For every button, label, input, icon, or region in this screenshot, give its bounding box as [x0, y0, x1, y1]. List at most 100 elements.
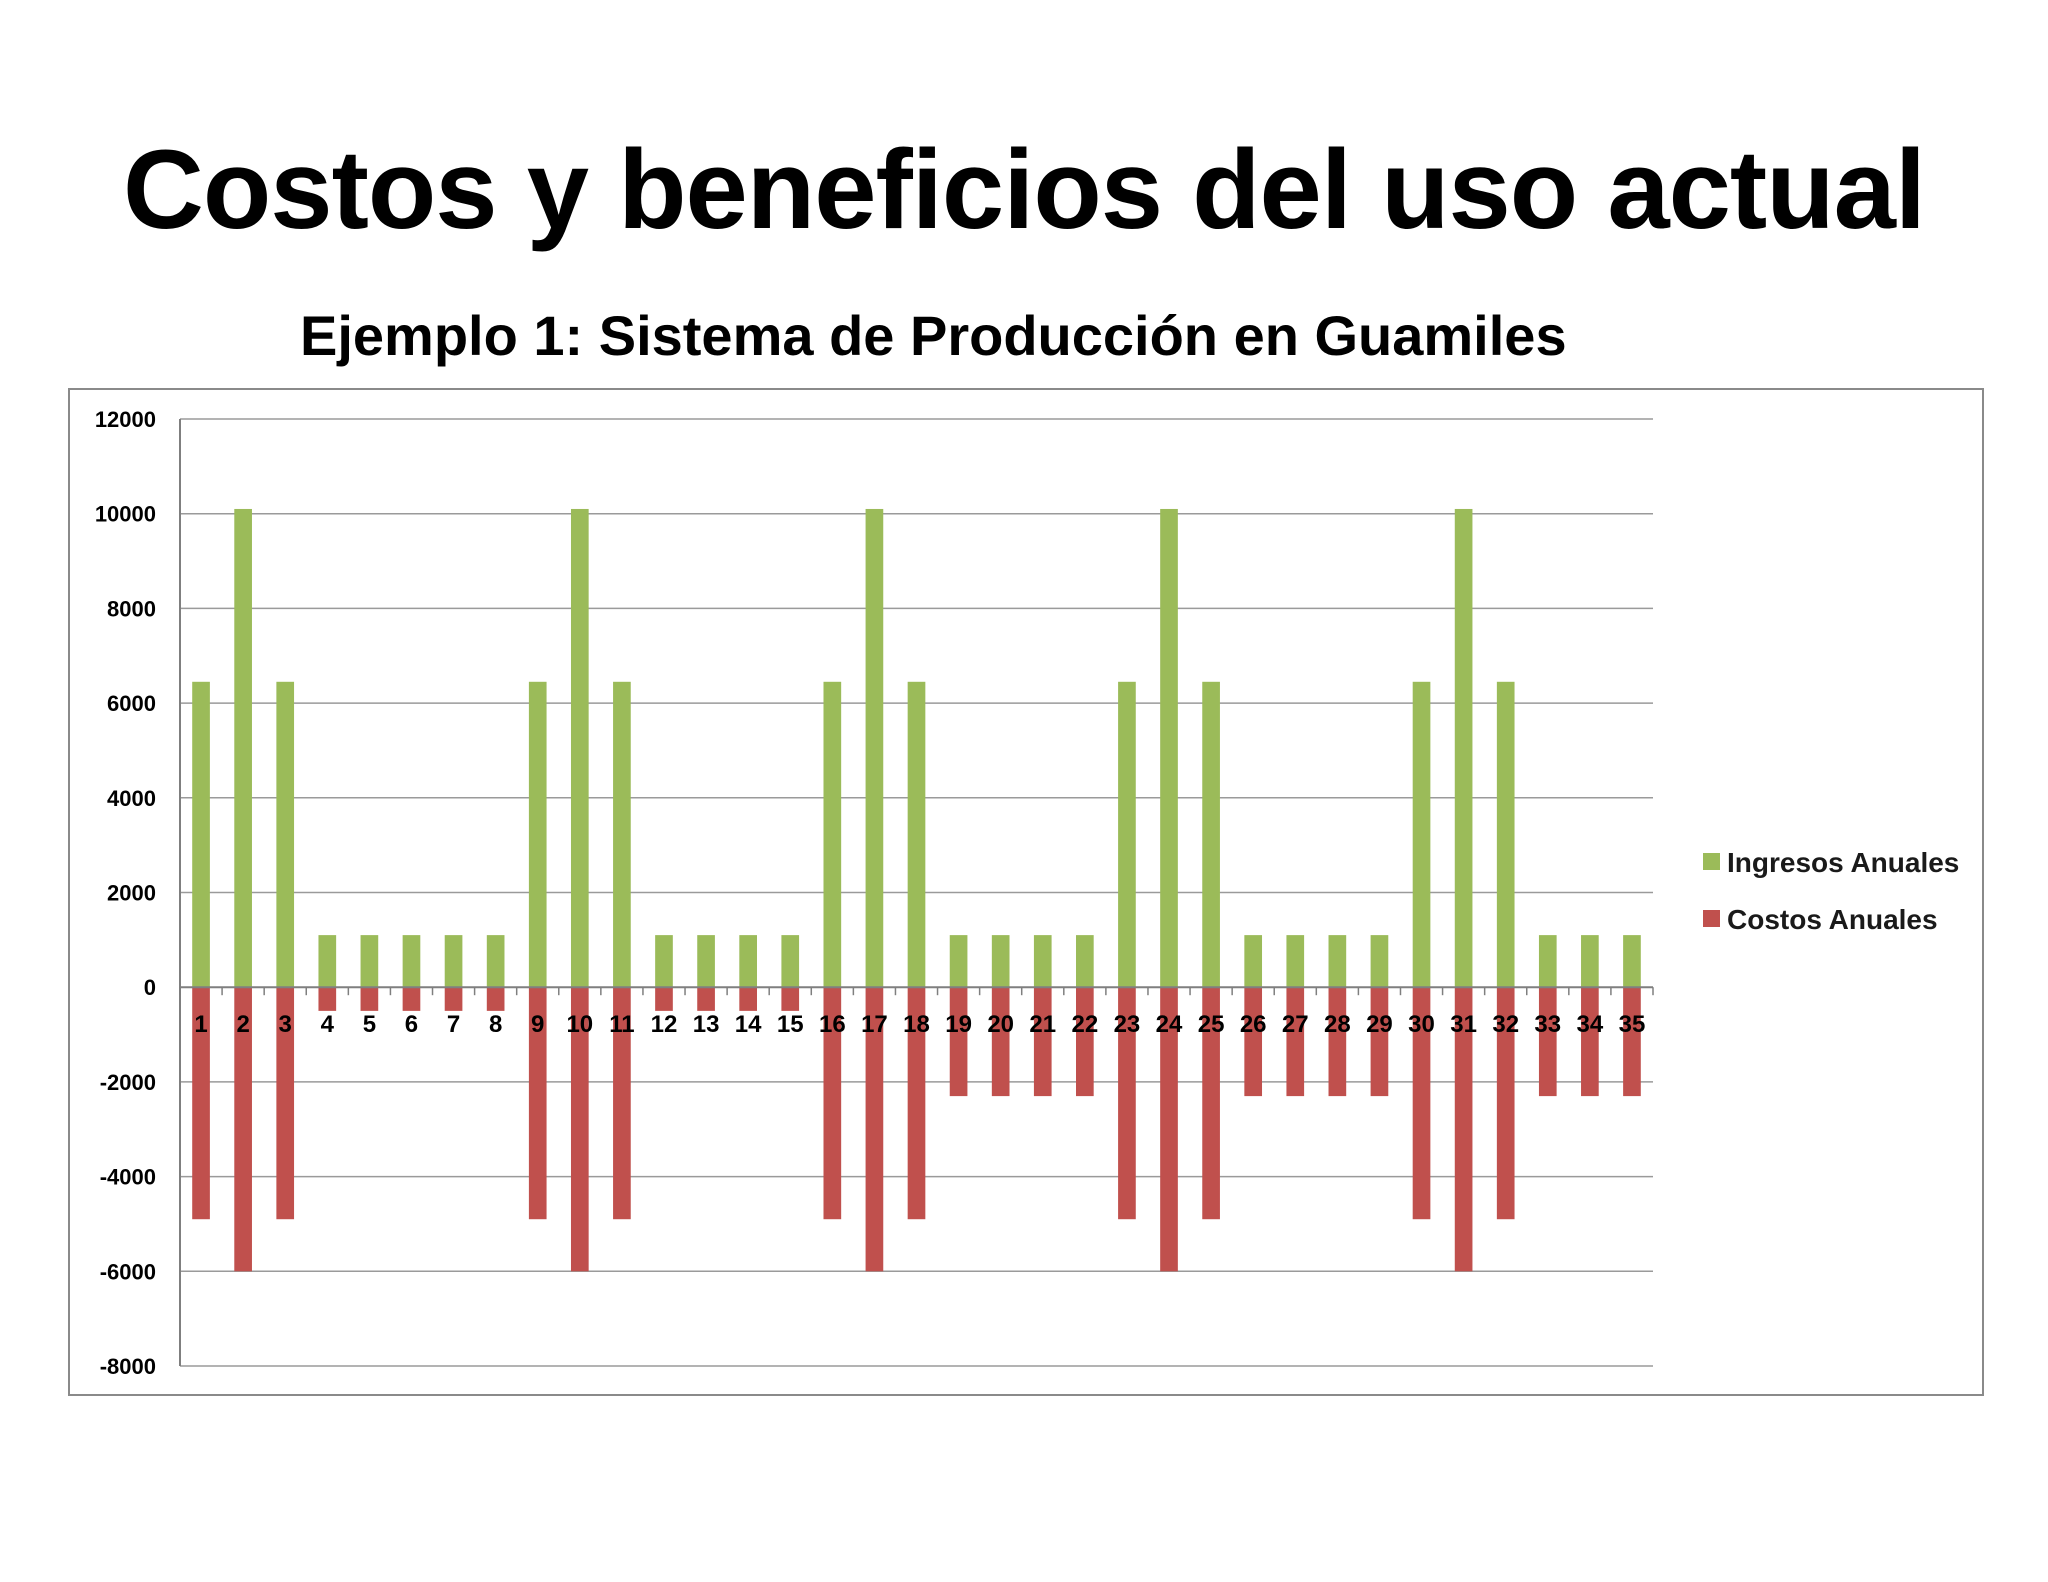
x-tick-label: 32: [1492, 1011, 1519, 1038]
bar-costos-15: [781, 987, 800, 1011]
bar-ingresos-6: [402, 935, 421, 988]
bar-ingresos-23: [1118, 681, 1136, 988]
x-tick-label: 3: [279, 1011, 292, 1038]
x-tick-label: 23: [1114, 1011, 1141, 1038]
bar-ingresos-33: [1538, 935, 1557, 988]
x-tick-label: 21: [1029, 1011, 1056, 1038]
bar-costos-14: [739, 987, 757, 1011]
y-tick-label: -8000: [100, 1354, 156, 1379]
x-tick-label: 34: [1577, 1011, 1604, 1038]
bar-costos-12: [655, 987, 673, 1011]
bar-costos-26: [1244, 987, 1263, 1097]
bar-costos-34: [1581, 987, 1599, 1097]
bar-ingresos-16: [823, 681, 842, 988]
bar-costos-2: [234, 987, 252, 1272]
bar-ingresos-30: [1412, 681, 1431, 988]
bar-costos-21: [1033, 987, 1052, 1097]
bar-costos-18: [907, 987, 926, 1220]
x-tick-label: 18: [903, 1011, 930, 1038]
slide-subtitle: Ejemplo 1: Sistema de Producción en Guam…: [300, 304, 1567, 367]
x-tick-label: 2: [236, 1011, 249, 1038]
y-tick-label: 6000: [107, 691, 156, 716]
bar-ingresos-3: [276, 681, 295, 988]
bar-ingresos-2: [234, 508, 252, 988]
x-tick-label: 35: [1619, 1011, 1646, 1038]
x-tick-label: 17: [861, 1011, 888, 1038]
x-tick-label: 26: [1240, 1011, 1267, 1038]
bar-costos-9: [528, 987, 547, 1220]
x-tick-label: 24: [1156, 1011, 1183, 1038]
bar-ingresos-4: [318, 935, 337, 988]
bar-ingresos-32: [1496, 681, 1515, 988]
bar-ingresos-22: [1076, 935, 1094, 988]
y-tick-label: 0: [144, 975, 156, 1000]
bar-ingresos-34: [1581, 935, 1599, 988]
legend-label-costos: Costos Anuales: [1727, 904, 1938, 935]
bar-costos-28: [1328, 987, 1347, 1097]
bar-costos-5: [360, 987, 379, 1011]
bar-costos-8: [486, 987, 505, 1011]
bar-ingresos-18: [907, 681, 926, 988]
x-tick-label: 1: [194, 1011, 207, 1038]
bar-ingresos-12: [655, 935, 673, 988]
x-tick-label: 19: [945, 1011, 972, 1038]
bar-costos-7: [444, 987, 463, 1011]
bar-costos-10: [570, 987, 589, 1272]
bar-ingresos-20: [991, 935, 1010, 988]
bar-ingresos-24: [1160, 508, 1178, 988]
x-tick-label: 12: [651, 1011, 678, 1038]
x-tick-label: 16: [819, 1011, 846, 1038]
bar-ingresos-5: [360, 935, 379, 988]
x-tick-label: 7: [447, 1011, 460, 1038]
x-tick-label: 8: [489, 1011, 502, 1038]
bar-ingresos-9: [528, 681, 547, 988]
x-tick-label: 14: [735, 1011, 762, 1038]
bar-ingresos-15: [781, 935, 800, 988]
bar-ingresos-10: [570, 508, 589, 988]
x-tick-label: 29: [1366, 1011, 1393, 1038]
bar-costos-19: [949, 987, 968, 1097]
x-tick-label: 9: [531, 1011, 544, 1038]
x-tick-label: 13: [693, 1011, 720, 1038]
legend-swatch-costos: [1703, 910, 1720, 927]
bar-costos-33: [1538, 987, 1557, 1097]
y-tick-label: 10000: [95, 502, 156, 527]
x-tick-label: 30: [1408, 1011, 1435, 1038]
bar-ingresos-27: [1286, 935, 1305, 988]
bar-costos-27: [1286, 987, 1305, 1097]
bar-ingresos-7: [444, 935, 463, 988]
y-tick-label: 8000: [107, 596, 156, 621]
bar-costos-23: [1118, 987, 1136, 1220]
bar-costos-1: [192, 987, 210, 1220]
y-tick-label: -2000: [100, 1070, 156, 1095]
bar-costos-29: [1370, 987, 1389, 1097]
bar-costos-20: [991, 987, 1010, 1097]
bar-ingresos-35: [1623, 935, 1641, 988]
bar-ingresos-29: [1370, 935, 1389, 988]
bar-costos-17: [865, 987, 884, 1272]
y-tick-label: 2000: [107, 881, 156, 906]
bar-ingresos-25: [1202, 681, 1220, 988]
bar-costos-6: [402, 987, 421, 1011]
legend-label-ingresos: Ingresos Anuales: [1727, 847, 1959, 878]
x-tick-label: 15: [777, 1011, 804, 1038]
legend-swatch-ingresos: [1703, 853, 1720, 870]
bar-costos-24: [1160, 987, 1178, 1272]
bar-ingresos-26: [1244, 935, 1263, 988]
bar-costos-4: [318, 987, 337, 1011]
x-tick-label: 6: [405, 1011, 418, 1038]
x-tick-label: 4: [321, 1011, 335, 1038]
bar-ingresos-19: [949, 935, 968, 988]
y-tick-label: 4000: [107, 786, 156, 811]
bar-costos-16: [823, 987, 842, 1220]
bar-ingresos-8: [486, 935, 505, 988]
y-tick-label: 12000: [95, 407, 156, 432]
bar-costos-30: [1412, 987, 1431, 1220]
bar-costos-22: [1076, 987, 1094, 1097]
slide-title: Costos y beneficios del uso actual: [122, 127, 1926, 252]
bar-ingresos-14: [739, 935, 757, 988]
x-tick-label: 10: [566, 1011, 593, 1038]
bar-costos-32: [1496, 987, 1515, 1220]
bar-ingresos-28: [1328, 935, 1347, 988]
x-tick-label: 33: [1534, 1011, 1561, 1038]
